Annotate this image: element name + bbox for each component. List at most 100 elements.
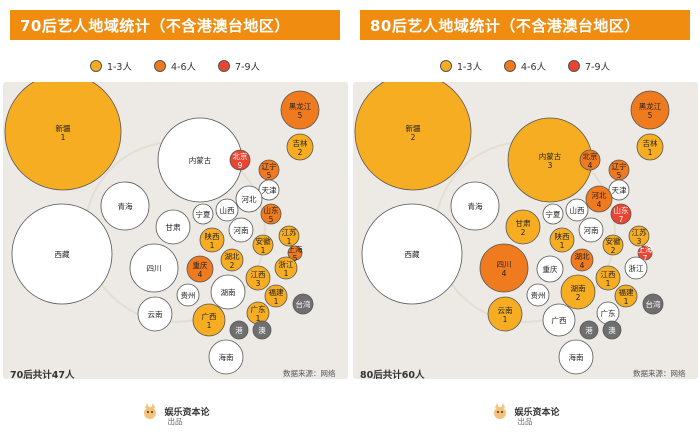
bubble-name-label: 广东 <box>251 304 266 314</box>
bubble-value-label: 5 <box>267 171 272 180</box>
bubble-circle <box>558 339 594 375</box>
bubble-name-label: 宁夏 <box>546 209 561 219</box>
bubble-name-label: 湖北 <box>225 252 240 261</box>
bubble-circle <box>570 248 594 272</box>
bubble-陕西: 陕西1 <box>199 227 225 253</box>
bubble-value-label: 5 <box>648 111 653 120</box>
bubble-value-label: 2 <box>611 246 616 255</box>
bubble-value-label: 1 <box>503 315 508 324</box>
bubble-宁夏: 宁夏 <box>192 203 214 225</box>
bubble-name-label: 湖南 <box>571 283 586 293</box>
bubble-value-label: 1 <box>624 297 629 306</box>
bubble-浙江: 浙江 <box>624 256 648 280</box>
bubble-value-label: 4 <box>588 161 593 170</box>
bubble-广东: 广东1 <box>246 301 270 325</box>
bubble-circle <box>536 255 564 283</box>
data-source: 数据来源：网络 <box>633 369 686 378</box>
bubble-circle <box>614 284 638 308</box>
bubble-安徽: 安徽1 <box>252 234 274 256</box>
bubble-circle <box>287 245 303 261</box>
bubble-云南: 云南 <box>137 296 173 332</box>
bubble-北京: 北京4 <box>579 149 601 171</box>
bubble-circle <box>258 179 280 201</box>
bubble-circle <box>565 198 589 222</box>
bubble-贵州: 贵州 <box>526 283 550 307</box>
bubble-circle <box>176 283 200 307</box>
bubble-circle <box>585 185 613 213</box>
bubble-name-label: 河北 <box>242 195 257 204</box>
bubble-value-label: 7 <box>619 215 624 224</box>
bubble-广东: 广东 <box>596 301 620 325</box>
bubble-circle <box>208 339 244 375</box>
bubble-name-label: 北京 <box>583 151 598 161</box>
bubble-江西: 江西3 <box>245 265 271 291</box>
bubble-value-label: 4 <box>198 270 203 279</box>
bubble-name-label: 陕西 <box>555 231 570 241</box>
bubble-name-label: 港 <box>235 325 243 335</box>
bubble-circle <box>100 181 150 231</box>
bubble-name-label: 山东 <box>264 205 279 215</box>
bubble-circle <box>278 225 300 247</box>
bubble-name-label: 黑龙江 <box>639 101 662 111</box>
bubble-name-label: 湖南 <box>221 287 236 297</box>
bubble-name-label: 上海 <box>288 244 303 254</box>
total-count: 70后共计47人 <box>10 370 75 381</box>
bubble-circle <box>526 283 550 307</box>
bubble-name-label: 吉林 <box>643 138 658 148</box>
bubble-name-label: 河北 <box>592 191 607 200</box>
bubble-circle <box>361 203 463 305</box>
bubble-河北: 河北4 <box>585 185 613 213</box>
bubble-天津: 天津 <box>258 179 280 201</box>
legend-label: 7-9人 <box>235 62 261 73</box>
legend-item-tier2: 4-6人 <box>503 58 547 74</box>
bubble-辽宁: 辽宁5 <box>608 159 630 181</box>
bubble-circle <box>636 133 664 161</box>
bubble-value-label: 1 <box>560 241 565 250</box>
bubble-name-label: 宁夏 <box>196 209 211 219</box>
bubble-value-label: 1 <box>274 297 279 306</box>
bubble-circle <box>229 149 251 171</box>
legend-swatch-icon <box>153 60 166 72</box>
legend-label: 1-3人 <box>456 62 482 73</box>
bubble-circle <box>235 185 263 213</box>
bubble-陕西: 陕西1 <box>549 227 575 253</box>
bubble-name-label: 甘肃 <box>516 218 531 228</box>
bubble-circle <box>642 293 664 315</box>
bubble-name-label: 天津 <box>262 186 277 195</box>
bubble-circle <box>608 179 630 201</box>
bubble-湖北: 湖北2 <box>220 248 244 272</box>
legend: 1-3人 4-6人 7-9人 <box>350 58 700 74</box>
bubble-chart-area: 新疆 1 内蒙古 黑龙江 5 吉林 2 青海 北京 9 辽宁 5 天津 河北 宁夏 山西 山东 5 西藏 甘肃 河南 江苏… <box>3 82 348 379</box>
legend: 1-3人 4-6人 7-9人 <box>0 58 350 74</box>
bubble-name-label: 福建 <box>269 287 284 297</box>
bubble-value-label: 2 <box>411 133 416 142</box>
bubble-甘肃: 甘肃 <box>155 209 191 245</box>
bubble-山西: 山西 <box>215 198 239 222</box>
bubble-name-label: 辽宁 <box>262 161 277 171</box>
bubble-内蒙古: 内蒙古 <box>157 117 243 203</box>
legend-label: 4-6人 <box>520 62 547 73</box>
bubble-海南: 海南 <box>558 339 594 375</box>
bubble-circle <box>215 198 239 222</box>
bubble-name-label: 河南 <box>584 225 599 235</box>
bubble-name-label: 河南 <box>234 225 249 235</box>
legend-label: 1-3人 <box>106 62 132 73</box>
bubble-circle <box>186 255 214 283</box>
bubble-台湾: 台湾 <box>292 293 314 315</box>
bubble-西藏: 西藏 <box>11 203 113 305</box>
bubble-circle <box>549 227 575 253</box>
bubble-吉林: 吉林2 <box>286 133 314 161</box>
bubble-chart-area: 新疆 2 内蒙古 3 黑龙江 5 吉林 1 青海 北京 4 辽宁 5 天津 河北 4 宁夏 山西 山东 7 西藏 甘肃 2 河… <box>353 82 698 379</box>
bubble-value-label: 1 <box>210 241 215 250</box>
bubble-name-label: 四川 <box>497 260 512 269</box>
bubble-海南: 海南 <box>208 339 244 375</box>
bubble-河南: 河南 <box>578 217 604 243</box>
bubble-circle <box>487 296 523 332</box>
bubble-value-label: 3 <box>548 161 553 170</box>
bubble-circle <box>579 149 601 171</box>
cat-logo-icon <box>494 403 507 419</box>
panel-70s: 70后艺人地域统计（不含港澳台地区） 1-3人 4-6人 7-9人 新疆 1 内蒙古… <box>0 10 350 426</box>
bubble-name-label: 海南 <box>219 352 234 362</box>
